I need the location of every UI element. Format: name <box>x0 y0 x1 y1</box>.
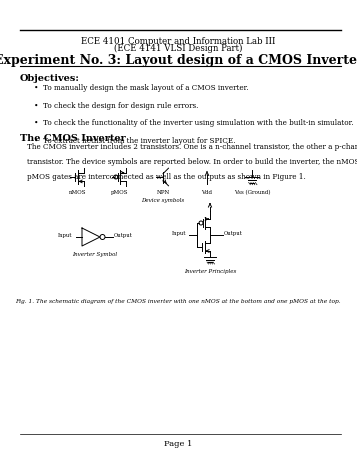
Text: •: • <box>34 102 39 109</box>
Text: Page 1: Page 1 <box>164 440 192 448</box>
Text: Vdd: Vdd <box>201 190 212 195</box>
Text: The CMOS Inverter: The CMOS Inverter <box>20 134 125 143</box>
Text: NPN: NPN <box>156 190 170 195</box>
Text: nMOS: nMOS <box>69 190 87 195</box>
Text: pMOS gates are interconnected as well as the outputs as shown in Figure 1.: pMOS gates are interconnected as well as… <box>27 173 306 181</box>
Text: Vss (Ground): Vss (Ground) <box>234 190 270 195</box>
Text: Fig. 1. The schematic diagram of the CMOS inverter with one nMOS at the bottom a: Fig. 1. The schematic diagram of the CMO… <box>15 299 341 304</box>
Polygon shape <box>82 228 100 246</box>
Text: ECE 4101 Computer and Information Lab III: ECE 4101 Computer and Information Lab II… <box>81 37 276 46</box>
Text: To check the design for design rule errors.: To check the design for design rule erro… <box>43 102 198 109</box>
Text: •: • <box>34 137 39 145</box>
Text: To manually design the mask layout of a CMOS inverter.: To manually design the mask layout of a … <box>43 84 248 92</box>
Text: Input: Input <box>171 231 186 237</box>
Text: (ECE 4141 VLSI Design Part): (ECE 4141 VLSI Design Part) <box>114 44 243 53</box>
Text: To extract netlist from the inverter layout for SPICE.: To extract netlist from the inverter lay… <box>43 137 235 145</box>
Text: Output: Output <box>224 231 243 237</box>
Text: The CMOS inverter includes 2 transistors. One is a n-channel transistor, the oth: The CMOS inverter includes 2 transistors… <box>27 143 357 151</box>
Text: Objectives:: Objectives: <box>20 74 80 83</box>
Text: •: • <box>34 119 39 127</box>
Text: Experiment No. 3: Layout design of a CMOS Inverter: Experiment No. 3: Layout design of a CMO… <box>0 54 357 67</box>
Text: pMOS: pMOS <box>111 190 129 195</box>
Text: To check the functionality of the inverter using simulation with the built-in si: To check the functionality of the invert… <box>43 119 353 127</box>
Text: transistor. The device symbols are reported below. In order to build the inverte: transistor. The device symbols are repor… <box>27 158 357 166</box>
Text: Inverter Symbol: Inverter Symbol <box>72 252 117 257</box>
Text: Inverter Principles: Inverter Principles <box>184 269 236 274</box>
Text: Output: Output <box>114 233 133 238</box>
Text: Device symbols: Device symbols <box>141 198 185 203</box>
Text: Input: Input <box>57 233 72 238</box>
Text: •: • <box>34 84 39 92</box>
